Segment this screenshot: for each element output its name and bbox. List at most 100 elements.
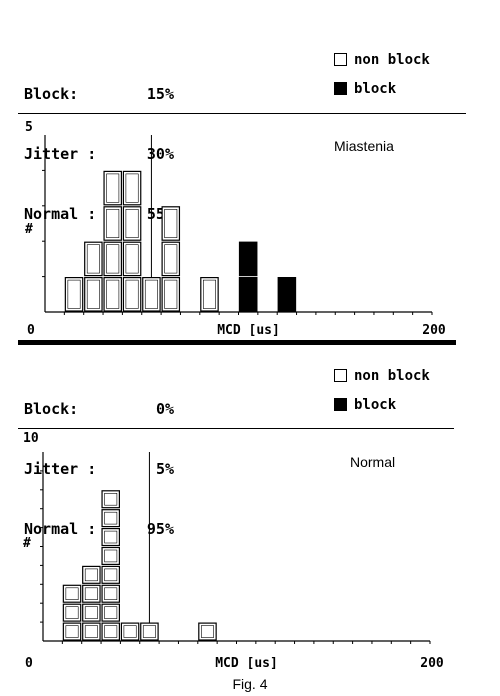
- bar-non-block-inner: [104, 606, 118, 619]
- bar-non-block: [161, 277, 181, 312]
- bar-block: [238, 241, 258, 277]
- filled-square-icon: [334, 82, 347, 95]
- bar-non-block-inner: [67, 279, 81, 309]
- bar-non-block-inner: [125, 244, 139, 274]
- bar-non-block-inner: [86, 279, 100, 309]
- stat-row-block: Block: 15%: [24, 84, 174, 104]
- legend-label: non block: [354, 367, 430, 384]
- bar-non-block: [82, 584, 101, 603]
- bar-non-block-inner: [144, 279, 158, 309]
- x-axis-label: MCD [us]: [217, 323, 280, 338]
- bar-non-block: [101, 509, 121, 528]
- bar-non-block: [101, 622, 121, 641]
- bar-block: [277, 277, 297, 312]
- x-min-label: 0: [27, 323, 35, 338]
- stat-row-jitter: Jitter : 30%: [24, 144, 174, 164]
- bar-non-block-inner: [201, 625, 214, 638]
- bar-non-block: [64, 277, 84, 312]
- bar-non-block: [142, 277, 161, 312]
- bar-non-block: [82, 565, 101, 584]
- bar-non-block-inner: [104, 568, 118, 582]
- filled-square-icon: [334, 398, 347, 411]
- bar-non-block-inner: [104, 587, 118, 601]
- bar-non-block-inner: [106, 209, 120, 239]
- x-max-label: 200: [422, 323, 446, 338]
- legend-label: block: [354, 80, 397, 97]
- chart-normal: 10 #0 200 MCD [us] Normal: [23, 431, 444, 671]
- bar-non-block-inner: [164, 209, 178, 239]
- legend: non block block: [334, 45, 430, 103]
- stats-block: Block: 0% Jitter : 5% Normal : 95%: [24, 359, 174, 579]
- bar-non-block-inner: [84, 568, 98, 582]
- hollow-square-icon: [334, 369, 347, 382]
- bar-non-block-inner: [104, 492, 118, 506]
- bar-non-block-inner: [104, 625, 118, 638]
- bar-non-block-inner: [106, 279, 120, 309]
- y-axis-label: #: [25, 222, 33, 237]
- y-max-label: 5: [25, 120, 33, 135]
- bar-non-block: [82, 622, 101, 641]
- bar-non-block: [101, 527, 121, 547]
- bar-non-block-inner: [125, 279, 139, 309]
- stat-row-normal: Normal : 95%: [24, 519, 174, 539]
- bar-non-block: [103, 206, 123, 241]
- legend-item-non-block: non block: [334, 361, 430, 390]
- bar-non-block: [101, 565, 121, 584]
- bar-non-block: [198, 622, 217, 641]
- hollow-square-icon: [334, 53, 347, 66]
- bar-non-block: [101, 603, 121, 622]
- bar-non-block: [62, 584, 82, 603]
- bar-non-block: [161, 241, 181, 277]
- stat-label: Jitter :: [24, 460, 97, 478]
- chart-miastenia: 5 #0 200 MCD [us] Miastenia: [25, 120, 446, 338]
- bar-non-block: [103, 277, 123, 312]
- stat-value: 30%: [146, 145, 174, 163]
- chart-label: Miastenia: [334, 138, 394, 154]
- bar-non-block: [122, 241, 142, 277]
- bar-non-block-inner: [203, 279, 216, 309]
- bar-non-block-inner: [125, 173, 139, 203]
- bar-non-block: [84, 241, 103, 277]
- bar-non-block-inner: [84, 587, 98, 601]
- bar-non-block-inner: [84, 606, 98, 619]
- legend: non block block: [334, 361, 430, 419]
- stat-label: Block:: [24, 400, 79, 418]
- bar-non-block-inner: [86, 244, 100, 274]
- bar-non-block-inner: [164, 244, 178, 274]
- x-max-label: 200: [420, 656, 444, 671]
- x-axis-label: MCD [us]: [215, 656, 278, 671]
- bar-non-block: [101, 584, 121, 603]
- legend-label: block: [354, 396, 397, 413]
- bar-block: [238, 277, 258, 312]
- bar-non-block-inner: [106, 173, 120, 203]
- bar-non-block: [122, 206, 142, 241]
- bar-non-block-inner: [142, 625, 156, 638]
- stat-value: 95%: [146, 520, 174, 538]
- panel-separator: [18, 340, 456, 345]
- bar-non-block-inner: [106, 244, 120, 274]
- bar-non-block: [101, 490, 121, 509]
- bar-non-block: [103, 241, 123, 277]
- bar-non-block: [161, 206, 181, 241]
- bar-non-block: [62, 622, 82, 641]
- divider: [18, 428, 454, 429]
- legend-item-non-block: non block: [334, 45, 430, 74]
- bar-non-block: [62, 603, 82, 622]
- stat-row-block: Block: 0%: [24, 399, 174, 419]
- stat-label: Block:: [24, 85, 79, 103]
- stat-value: 15%: [146, 85, 174, 103]
- bar-non-block-inner: [104, 530, 118, 544]
- bar-non-block: [84, 277, 103, 312]
- bar-non-block: [122, 170, 142, 206]
- bar-non-block-inner: [65, 587, 79, 601]
- bar-non-block-inner: [65, 606, 79, 619]
- chart-label: Normal: [350, 454, 395, 470]
- bar-non-block-inner: [123, 625, 137, 638]
- stat-label: Normal :: [24, 520, 97, 538]
- bar-non-block-inner: [104, 511, 118, 525]
- figure-caption: Fig. 4: [232, 676, 268, 692]
- legend-label: non block: [354, 51, 430, 68]
- stat-value: 5%: [155, 460, 174, 478]
- bar-non-block: [82, 603, 101, 622]
- bar-non-block: [200, 277, 219, 312]
